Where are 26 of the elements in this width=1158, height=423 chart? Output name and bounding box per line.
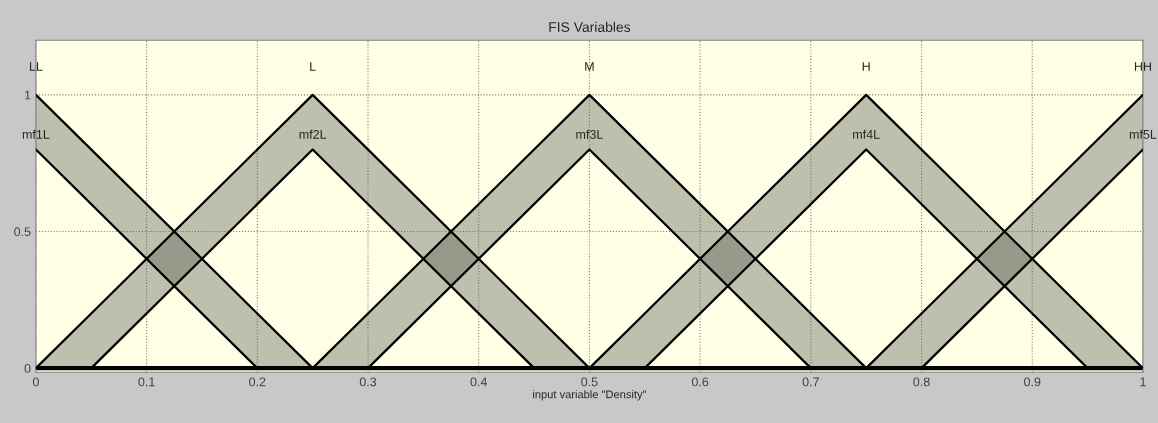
x-tick-label: 1 bbox=[1140, 377, 1146, 387]
series-label: mf2L bbox=[299, 129, 327, 139]
x-tick-label: 0.1 bbox=[138, 377, 155, 387]
series-label: mf5L bbox=[1129, 129, 1157, 139]
x-tick-label: 0.7 bbox=[802, 377, 819, 387]
series-label: H bbox=[862, 62, 870, 71]
series-label: mf4L bbox=[853, 129, 880, 139]
x-tick-label: 0.4 bbox=[470, 377, 488, 387]
series-label: M bbox=[585, 62, 594, 71]
y-tick-label: 1 bbox=[25, 90, 31, 100]
x-axis-title: input variable "Density" bbox=[533, 390, 647, 401]
chart-title: FIS Variables bbox=[549, 21, 631, 32]
text: HH bbox=[1134, 62, 1151, 71]
x-tick-label: 0.6 bbox=[691, 377, 709, 387]
x-tick-label: 0.9 bbox=[1024, 377, 1041, 387]
series-label: LL bbox=[29, 62, 43, 71]
y-tick-label: 0 bbox=[24, 363, 31, 373]
x-tick-label: 0.5 bbox=[581, 377, 598, 387]
x-tick-label: 0 bbox=[32, 377, 39, 387]
series-label: mf3L bbox=[576, 129, 603, 139]
x-tick-label: 0.8 bbox=[913, 377, 930, 387]
x-tick-label: 0.3 bbox=[359, 377, 377, 387]
x-tick-label: 0.2 bbox=[249, 377, 266, 387]
y-tick-label: 0.5 bbox=[14, 227, 31, 237]
series-label: mf1L bbox=[22, 129, 50, 139]
series-label: L bbox=[310, 62, 316, 71]
